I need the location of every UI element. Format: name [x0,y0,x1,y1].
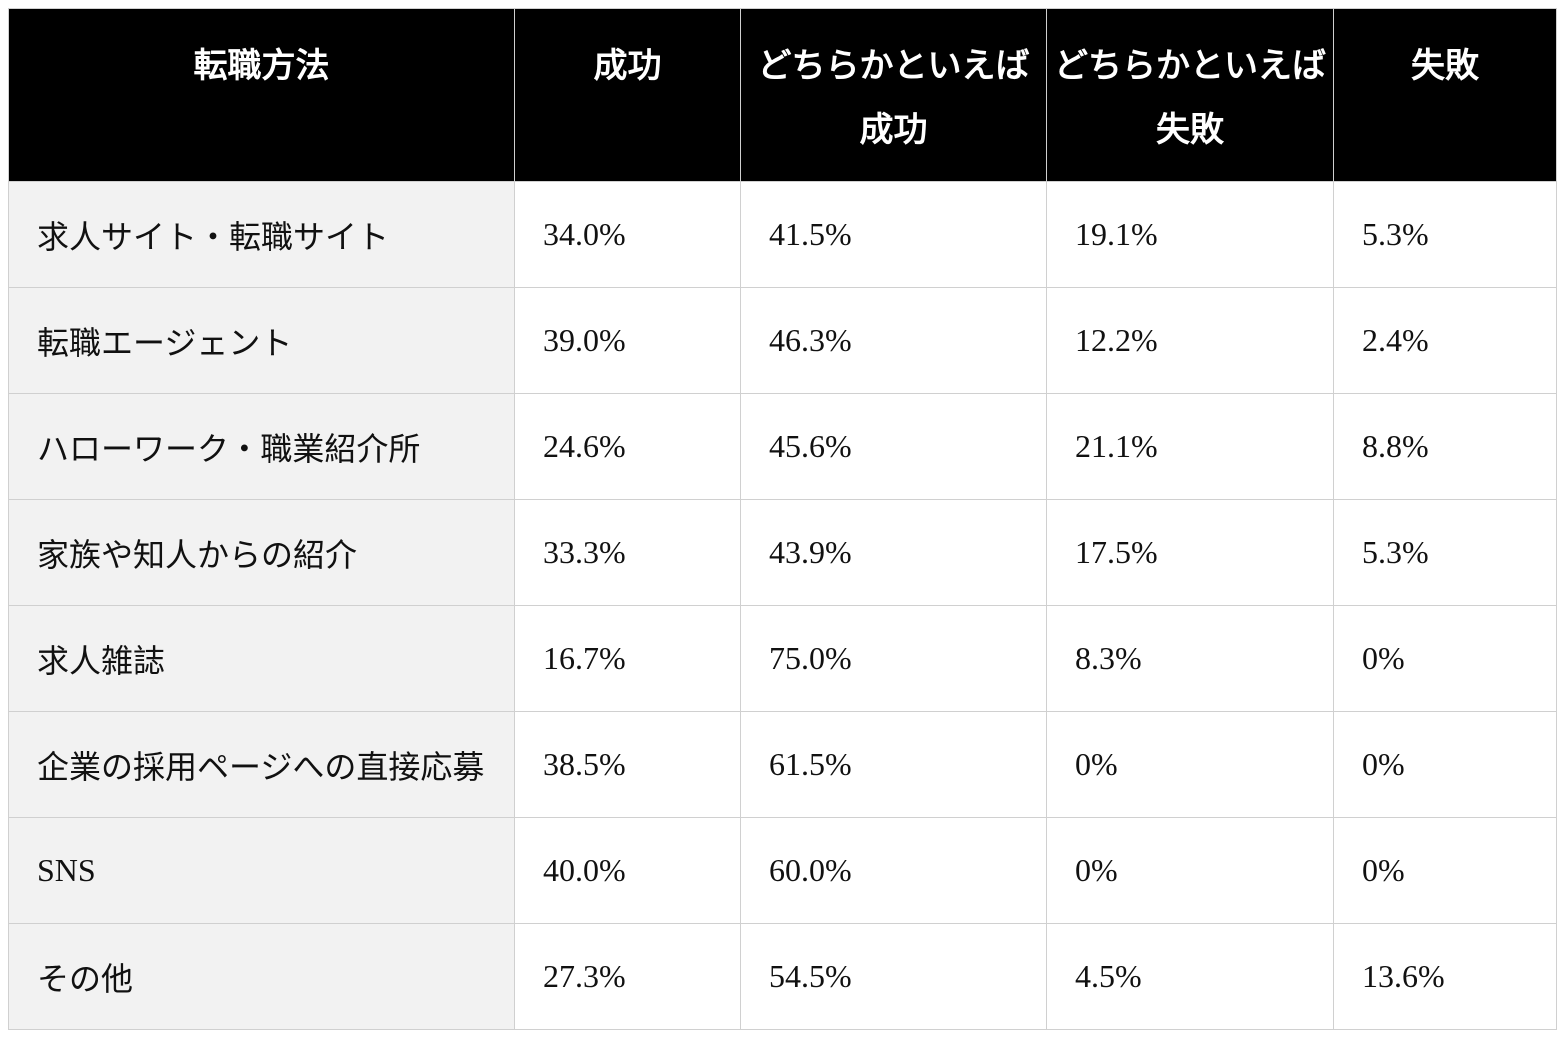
value-cell-success: 38.5% [514,711,741,818]
table-row: SNS 40.0% 60.0% 0% 0% [8,817,1557,924]
value-cell-rather-failure: 21.1% [1046,393,1334,500]
table-body: 求人サイト・転職サイト 34.0% 41.5% 19.1% 5.3% 転職エージ… [8,181,1557,1030]
value-cell-rather-failure: 4.5% [1046,923,1334,1030]
method-cell: ハローワーク・職業紹介所 [8,393,515,500]
header-text-line2: 成功 [859,112,928,149]
method-cell: その他 [8,923,515,1030]
value-cell-rather-failure: 19.1% [1046,181,1334,288]
value-cell-success: 24.6% [514,393,741,500]
column-header-success: 成功 [514,8,741,182]
value-cell-failure: 0% [1333,605,1557,712]
value-cell-failure: 5.3% [1333,499,1557,606]
value-cell-rather-failure: 17.5% [1046,499,1334,606]
value-cell-rather-success: 61.5% [740,711,1047,818]
column-header-rather-success: どちらかといえば 成功 [740,8,1047,182]
header-text: 失敗 [1411,48,1479,85]
value-cell-rather-failure: 12.2% [1046,287,1334,394]
header-text: 転職方法 [193,48,330,85]
value-cell-rather-failure: 0% [1046,817,1334,924]
method-cell: 求人サイト・転職サイト [8,181,515,288]
value-cell-rather-success: 45.6% [740,393,1047,500]
column-header-rather-failure: どちらかといえば 失敗 [1046,8,1334,182]
table-row: 転職エージェント 39.0% 46.3% 12.2% 2.4% [8,287,1557,394]
table-row: 求人雑誌 16.7% 75.0% 8.3% 0% [8,605,1557,712]
column-header-method: 転職方法 [8,8,515,182]
value-cell-failure: 2.4% [1333,287,1557,394]
table-row: 求人サイト・転職サイト 34.0% 41.5% 19.1% 5.3% [8,181,1557,288]
value-cell-rather-success: 54.5% [740,923,1047,1030]
header-text-line2: 失敗 [1156,112,1224,149]
value-cell-failure: 0% [1333,711,1557,818]
column-header-failure: 失敗 [1333,8,1557,182]
method-cell: SNS [8,817,515,924]
value-cell-failure: 5.3% [1333,181,1557,288]
value-cell-failure: 0% [1333,817,1557,924]
header-text: 成功 [593,48,662,85]
value-cell-failure: 8.8% [1333,393,1557,500]
method-cell: 企業の採用ページへの直接応募 [8,711,515,818]
header-text-line1: どちらかといえば [1054,48,1326,85]
method-cell: 家族や知人からの紹介 [8,499,515,606]
table-header: 転職方法 成功 どちらかといえば 成功 どちらかといえば 失敗 失敗 [8,8,1557,182]
table-row: ハローワーク・職業紹介所 24.6% 45.6% 21.1% 8.8% [8,393,1557,500]
method-cell: 求人雑誌 [8,605,515,712]
value-cell-success: 16.7% [514,605,741,712]
value-cell-success: 39.0% [514,287,741,394]
header-row: 転職方法 成功 どちらかといえば 成功 どちらかといえば 失敗 失敗 [8,8,1557,182]
value-cell-rather-failure: 8.3% [1046,605,1334,712]
value-cell-success: 40.0% [514,817,741,924]
job-change-method-results-table: 転職方法 成功 どちらかといえば 成功 どちらかといえば 失敗 失敗 [8,8,1557,1030]
value-cell-rather-success: 60.0% [740,817,1047,924]
value-cell-rather-failure: 0% [1046,711,1334,818]
table-row: その他 27.3% 54.5% 4.5% 13.6% [8,923,1557,1030]
value-cell-success: 33.3% [514,499,741,606]
value-cell-rather-success: 41.5% [740,181,1047,288]
table-row: 企業の採用ページへの直接応募 38.5% 61.5% 0% 0% [8,711,1557,818]
value-cell-rather-success: 43.9% [740,499,1047,606]
method-cell: 転職エージェント [8,287,515,394]
header-text-line1: どちらかといえば [757,48,1030,85]
value-cell-rather-success: 46.3% [740,287,1047,394]
value-cell-success: 34.0% [514,181,741,288]
value-cell-failure: 13.6% [1333,923,1557,1030]
value-cell-success: 27.3% [514,923,741,1030]
value-cell-rather-success: 75.0% [740,605,1047,712]
table-row: 家族や知人からの紹介 33.3% 43.9% 17.5% 5.3% [8,499,1557,606]
